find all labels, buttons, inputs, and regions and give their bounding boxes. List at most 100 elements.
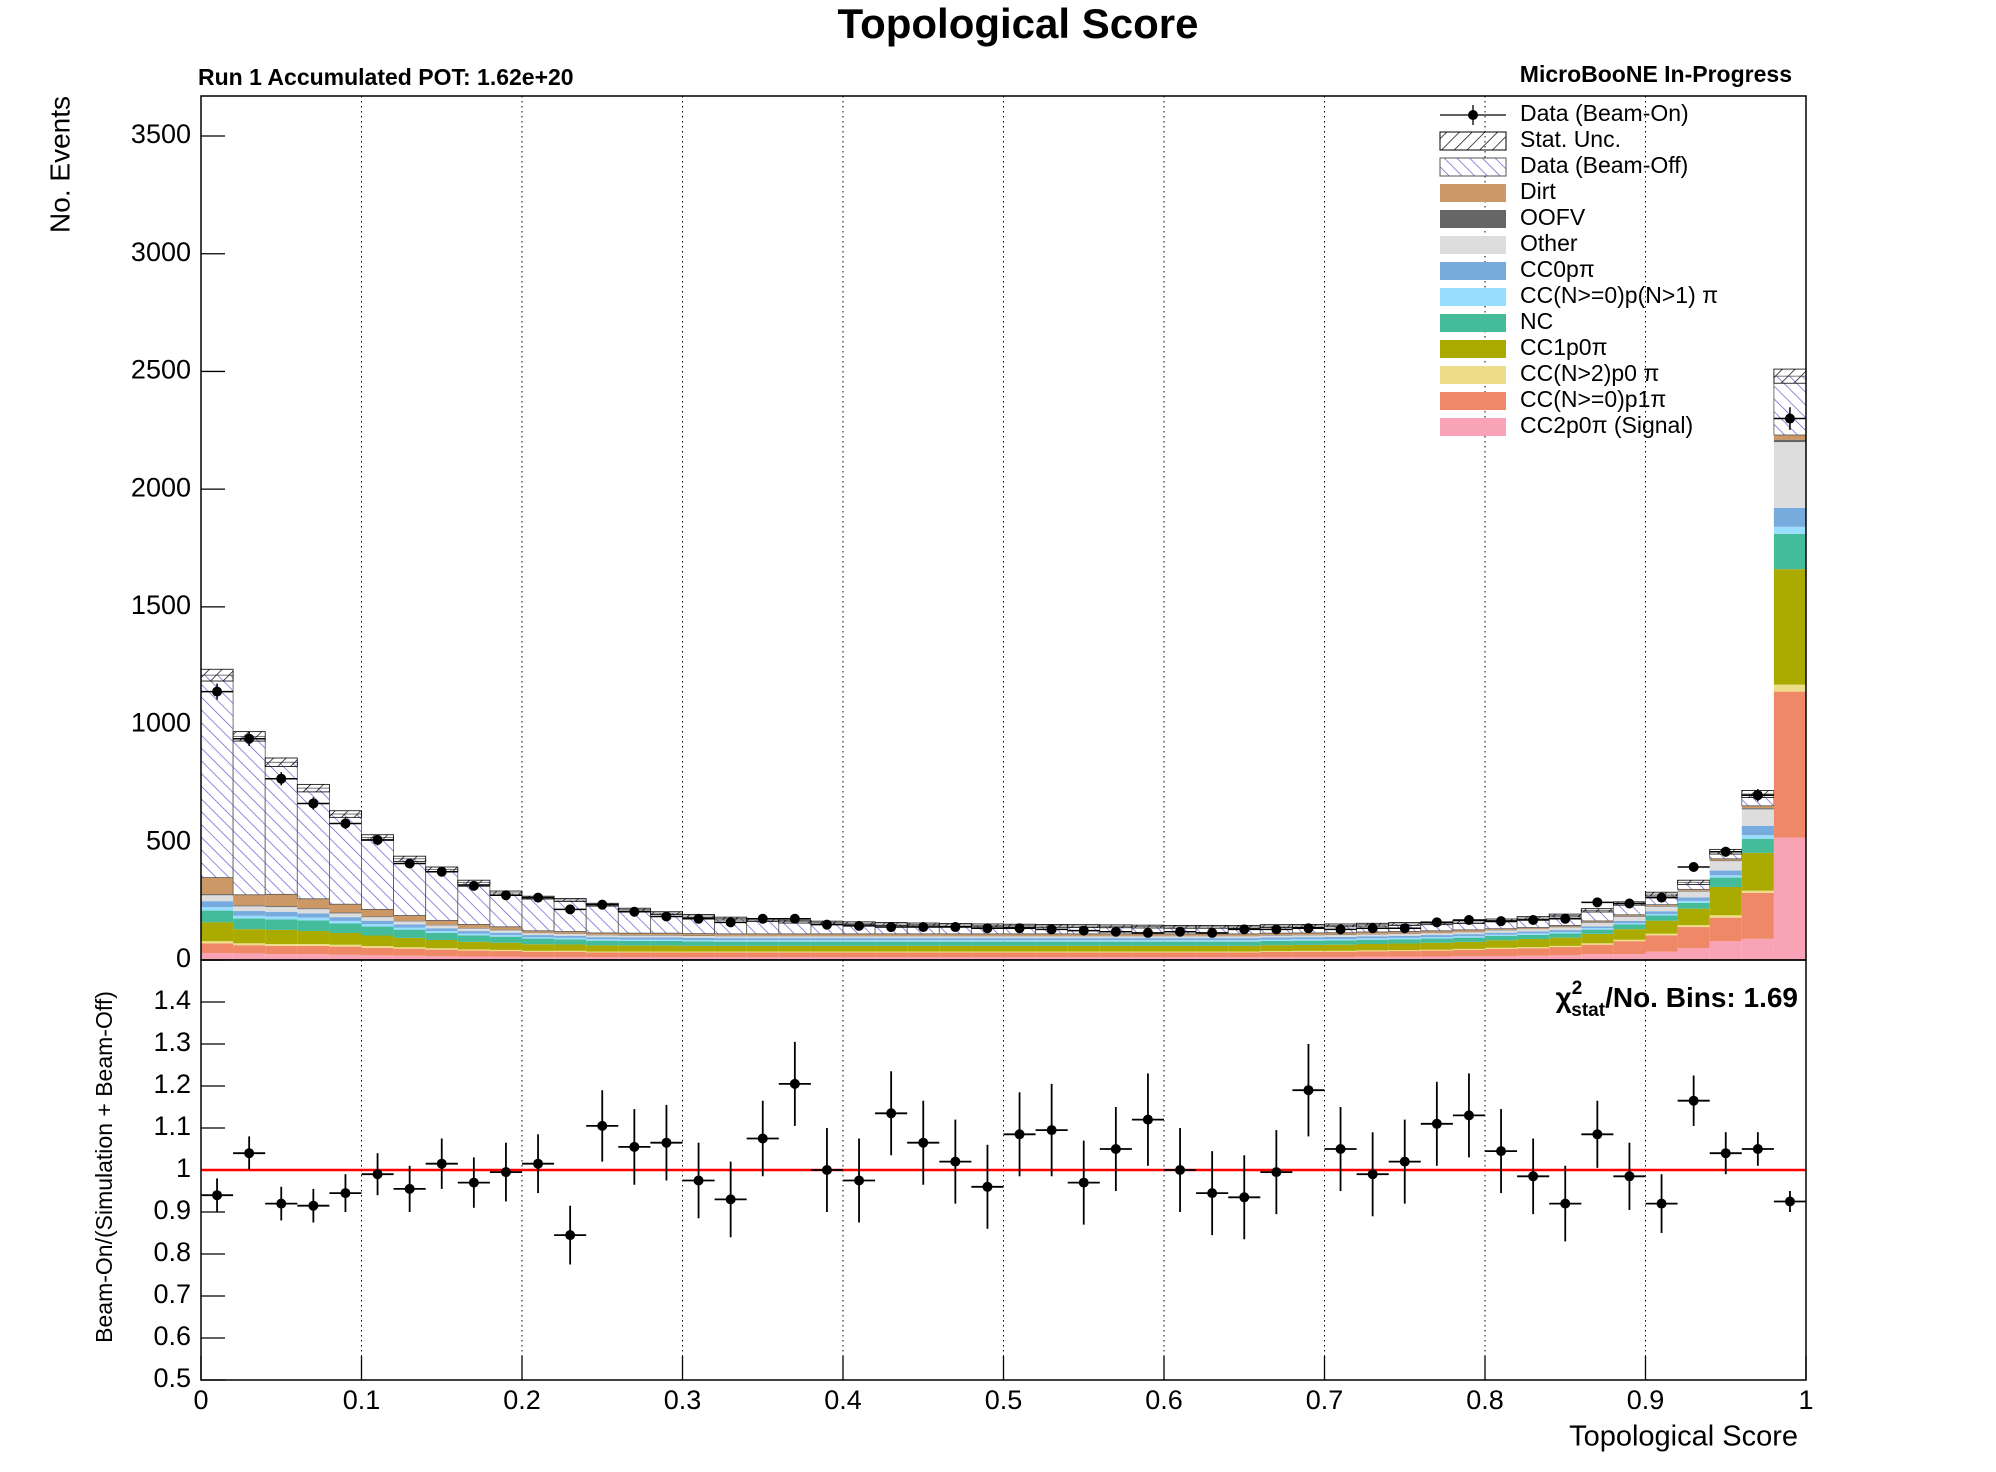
stack-segment bbox=[618, 940, 651, 946]
stack-segment bbox=[1773, 533, 1806, 570]
stack-segment bbox=[1741, 838, 1774, 853]
stack-segment bbox=[233, 894, 266, 906]
ratio-point bbox=[725, 1194, 736, 1205]
data-point bbox=[1431, 917, 1442, 928]
legend-label: Data (Beam-On) bbox=[1520, 100, 1689, 126]
stack-segment bbox=[1099, 941, 1132, 946]
stack-segment bbox=[297, 909, 330, 914]
stack-segment bbox=[1035, 941, 1068, 946]
stack-segment bbox=[714, 936, 747, 939]
stack-segment bbox=[1645, 911, 1678, 915]
stack-segment bbox=[1581, 922, 1614, 923]
stack-segment bbox=[1741, 825, 1774, 836]
data-point bbox=[1303, 923, 1314, 934]
stack-segment bbox=[233, 918, 266, 930]
stack-segment bbox=[201, 895, 234, 902]
stack-segment bbox=[939, 933, 972, 936]
stack-segment bbox=[1356, 939, 1389, 944]
data-point bbox=[1656, 892, 1667, 903]
stack-segment bbox=[778, 945, 811, 952]
stack-segment bbox=[746, 933, 779, 936]
y-tick-label: 1000 bbox=[131, 708, 191, 738]
stack-segment bbox=[489, 935, 522, 937]
stack-segment bbox=[1773, 691, 1806, 838]
stack-segment bbox=[843, 936, 876, 939]
stack-segment bbox=[1581, 944, 1614, 955]
stack-segment bbox=[265, 943, 298, 946]
stack-segment bbox=[297, 931, 330, 944]
stack-segment bbox=[778, 933, 811, 936]
stack-segment bbox=[1099, 940, 1132, 942]
stack-segment bbox=[907, 938, 940, 941]
ratio-point bbox=[1656, 1198, 1667, 1209]
stat-unc bbox=[553, 898, 587, 902]
stack-segment bbox=[907, 952, 940, 958]
stack-segment bbox=[843, 933, 876, 936]
data-point bbox=[340, 818, 351, 829]
y-tick-label: 0.5 bbox=[153, 1363, 191, 1393]
stack-segment bbox=[297, 943, 330, 946]
stack-segment bbox=[233, 953, 266, 960]
stack-segment bbox=[907, 936, 940, 939]
stack-segment bbox=[1260, 945, 1293, 952]
ratio-point bbox=[276, 1198, 287, 1209]
stack-segment bbox=[875, 952, 908, 958]
data-point bbox=[1399, 923, 1410, 934]
stack-segment bbox=[586, 937, 619, 940]
stack-segment bbox=[1613, 916, 1646, 921]
stack-segment bbox=[425, 925, 458, 929]
data-point bbox=[757, 913, 768, 924]
stack-segment bbox=[265, 894, 298, 907]
stack-segment bbox=[1581, 922, 1614, 927]
stack-segment bbox=[1388, 933, 1421, 936]
stack-segment bbox=[682, 945, 715, 952]
legend-label: Data (Beam-Off) bbox=[1520, 152, 1688, 178]
stack-segment bbox=[1228, 945, 1261, 952]
frame bbox=[200, 959, 1807, 1381]
stack-segment bbox=[1067, 936, 1100, 939]
ratio-point bbox=[1752, 1144, 1763, 1154]
y-tick-label: 1.3 bbox=[153, 1027, 191, 1057]
stack-segment bbox=[1324, 940, 1357, 945]
stack-segment bbox=[265, 929, 298, 944]
data-point bbox=[1688, 862, 1699, 873]
stack-segment bbox=[233, 943, 266, 946]
stack-segment bbox=[1485, 948, 1518, 956]
stack-segment bbox=[682, 957, 715, 960]
stack-segment bbox=[1709, 887, 1742, 916]
y-tick-label: 1.4 bbox=[153, 985, 191, 1015]
stack-segment bbox=[1485, 947, 1518, 949]
legend-swatch bbox=[1440, 392, 1506, 410]
stack-segment bbox=[1228, 941, 1261, 946]
stack-segment bbox=[1517, 931, 1550, 934]
y-axis-label: Beam-On/(Simulation + Beam-Off) bbox=[91, 991, 117, 1343]
ratio-point bbox=[629, 1141, 640, 1152]
stack-segment bbox=[971, 936, 1004, 939]
stack-segment bbox=[1196, 957, 1229, 960]
stack-segment bbox=[425, 924, 458, 926]
stack-segment bbox=[1677, 902, 1710, 909]
ratio-point bbox=[468, 1177, 479, 1188]
stack-segment bbox=[1164, 938, 1197, 941]
stack-segment bbox=[425, 868, 459, 921]
stack-segment bbox=[1452, 949, 1485, 957]
legend-label: CC2p0π (Signal) bbox=[1520, 412, 1693, 438]
stack-segment bbox=[457, 956, 490, 960]
stack-segment bbox=[1549, 931, 1582, 934]
stack-segment bbox=[1292, 937, 1325, 940]
stack-segment bbox=[361, 920, 394, 925]
stack-segment bbox=[1196, 940, 1229, 942]
stack-segment bbox=[1549, 937, 1582, 946]
stack-segment bbox=[1003, 952, 1036, 958]
stack-segment bbox=[1549, 955, 1582, 960]
stack-segment bbox=[907, 951, 940, 953]
legend-label: NC bbox=[1520, 308, 1553, 334]
stack-segment bbox=[1517, 948, 1550, 956]
x-tick-label: 0.8 bbox=[1466, 1385, 1504, 1415]
stack-segment bbox=[586, 945, 619, 952]
stack-segment bbox=[1324, 950, 1357, 952]
stack-segment bbox=[618, 957, 651, 960]
stack-segment bbox=[1292, 944, 1325, 951]
stack-segment bbox=[875, 940, 908, 942]
